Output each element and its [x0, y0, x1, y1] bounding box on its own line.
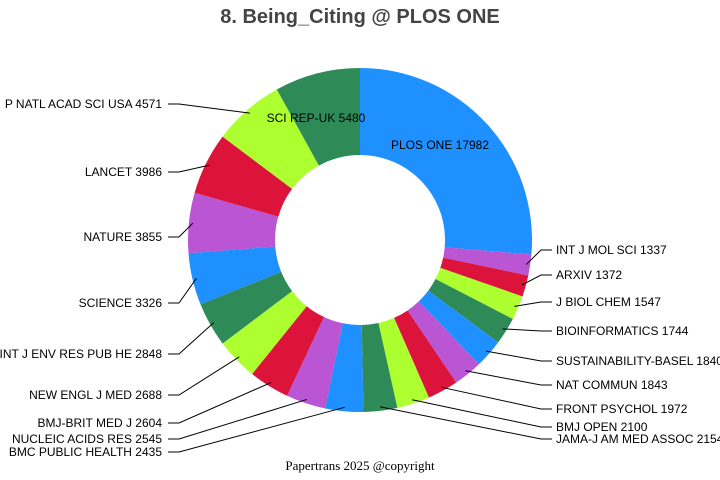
- data-label-j-biol-chem: J BIOL CHEM 1547: [556, 295, 661, 309]
- data-label-bioinformatics: BIOINFORMATICS 1744: [556, 324, 689, 338]
- slice-front-psychol: [394, 310, 457, 398]
- leader-line-lancet: [168, 164, 210, 173]
- slice-science: [188, 246, 282, 305]
- slice-new-engl-j-med: [222, 291, 307, 374]
- leader-line-p-natl-acad-sci-usa: [168, 103, 250, 114]
- data-label-sustainability-basel: SUSTAINABILITY-BASEL 1840: [556, 354, 720, 368]
- copyright-footer: Papertrans 2025 @copyright: [285, 458, 435, 473]
- slice-jama-j-am-med-assoc: [361, 322, 398, 412]
- leader-line-nat-commun: [465, 370, 552, 386]
- leader-line-science: [168, 278, 197, 304]
- slice-arxiv: [440, 257, 529, 297]
- data-label-arxiv: ARXIV 1372: [556, 268, 622, 282]
- leader-line-bmc-public-health: [168, 406, 345, 453]
- leader-line-j-biol-chem: [514, 301, 552, 307]
- data-label-sci-rep-uk: SCI REP-UK 5480: [267, 111, 366, 125]
- slice-bmj-brit-med-j: [252, 306, 324, 396]
- data-label-int-j-mol-sci: INT J MOL SCI 1337: [556, 243, 667, 257]
- slice-nucleic-acids-res: [287, 316, 343, 409]
- data-label-science: SCIENCE 3326: [79, 296, 163, 310]
- leader-line-arxiv: [521, 274, 552, 286]
- slice-int-j-mol-sci: [443, 247, 532, 276]
- data-label-jama-j-am-med-assoc: JAMA-J AM MED ASSOC 2154: [556, 432, 720, 446]
- data-label-bmc-public-health: BMC PUBLIC HEALTH 2435: [9, 445, 162, 459]
- slice-plos-one: [360, 68, 533, 255]
- leader-line-nucleic-acids-res: [168, 398, 308, 440]
- slice-lancet: [194, 136, 293, 217]
- data-label-front-psychol: FRONT PSYCHOL 1972: [556, 402, 688, 416]
- slice-j-biol-chem: [435, 267, 523, 319]
- data-label-nat-commun: NAT COMMUN 1843: [556, 378, 668, 392]
- leader-line-int-j-env-res-pub-he: [168, 322, 215, 355]
- data-label-nature: NATURE 3855: [84, 230, 163, 244]
- slice-p-natl-acad-sci-usa: [222, 89, 319, 189]
- leader-line-front-psychol: [440, 386, 552, 410]
- data-label-int-j-env-res-pub-he: INT J ENV RES PUB HE 2848: [0, 347, 162, 361]
- slice-sustainability-basel: [418, 290, 499, 365]
- slice-nature: [188, 192, 279, 254]
- data-label-new-engl-j-med: NEW ENGL J MED 2688: [29, 388, 162, 402]
- data-label-nucleic-acids-res: NUCLEIC ACIDS RES 2545: [12, 432, 162, 446]
- leader-line-nature: [168, 222, 194, 238]
- leader-line-new-engl-j-med: [168, 356, 240, 396]
- slice-sci-rep-uk: [276, 68, 360, 166]
- leader-line-bmj-open: [412, 399, 552, 428]
- slice-bioinformatics: [428, 279, 513, 343]
- leader-line-bmj-brit-med-j: [168, 382, 272, 424]
- slice-int-j-env-res-pub-he: [200, 271, 293, 344]
- data-label-p-natl-acad-sci-usa: P NATL ACAD SCI USA 4571: [5, 97, 163, 111]
- slice-bmc-public-health: [325, 323, 364, 412]
- leader-line-sustainability-basel: [485, 350, 552, 362]
- leader-line-bioinformatics: [502, 328, 552, 332]
- data-label-bmj-brit-med-j: BMJ-BRIT MED J 2604: [38, 416, 163, 430]
- data-label-lancet: LANCET 3986: [85, 165, 162, 179]
- leader-line-int-j-mol-sci: [525, 249, 552, 265]
- slice-nat-commun: [407, 301, 479, 383]
- leader-line-jama-j-am-med-assoc: [379, 406, 552, 440]
- slice-bmj-open: [378, 317, 429, 408]
- chart-title: 8. Being_Citing @ PLOS ONE: [220, 6, 500, 28]
- data-label-bmj-open: BMJ OPEN 2100: [556, 420, 648, 434]
- data-label-plos-one: PLOS ONE 17982: [391, 138, 489, 152]
